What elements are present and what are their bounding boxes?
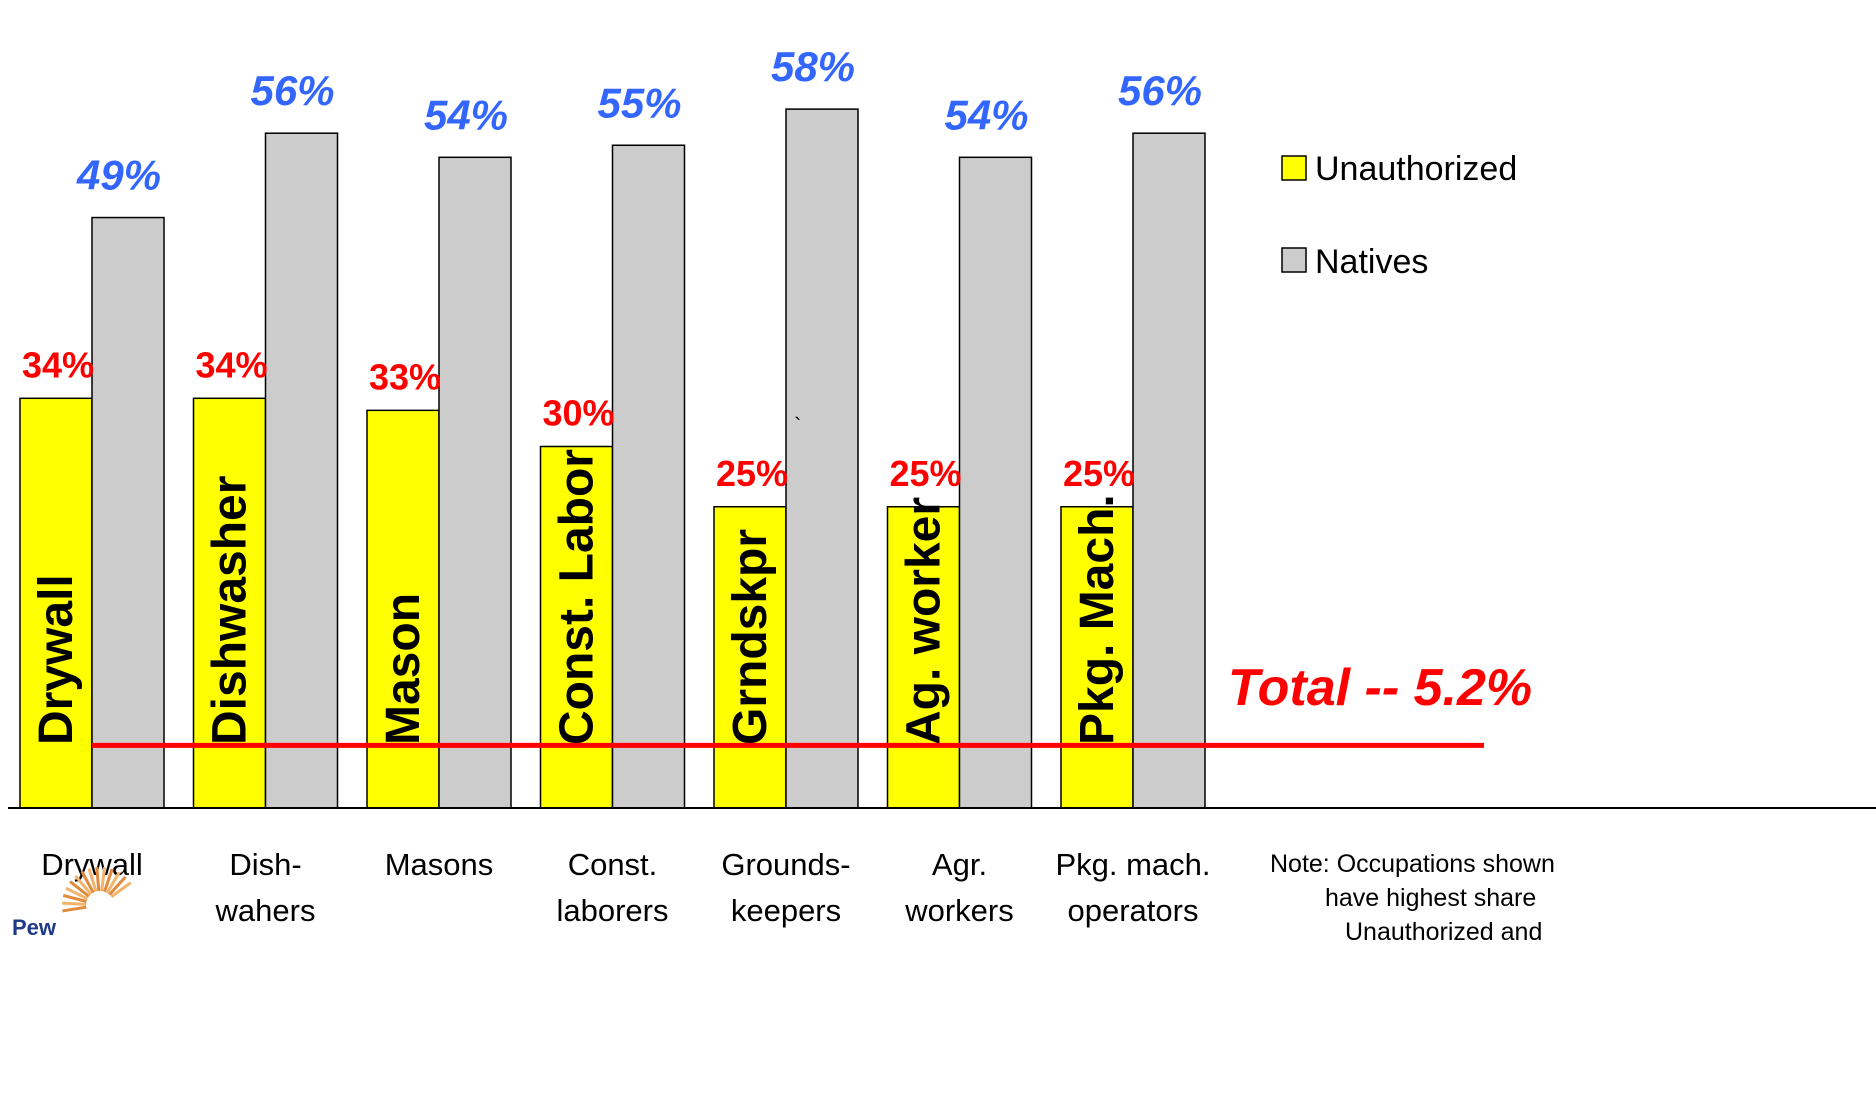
note-text: have highest share <box>1325 884 1536 912</box>
bar-natives <box>1132 132 1206 809</box>
category-label: wahers <box>215 893 316 928</box>
legend-label-natives: Natives <box>1315 243 1428 281</box>
category-label: Agr. <box>932 847 987 882</box>
logo-ray <box>62 905 87 913</box>
natives-value-label: 58% <box>771 43 855 90</box>
natives-value-label: 54% <box>424 91 508 138</box>
note-text: Unauthorized and <box>1345 918 1542 946</box>
bar-natives <box>785 108 859 809</box>
logo-ray <box>103 868 114 893</box>
natives-value-label: 49% <box>76 152 161 199</box>
legend-swatch-natives <box>1281 247 1307 273</box>
natives-value-label: 56% <box>1118 67 1202 114</box>
logo-ray <box>108 875 127 896</box>
unauthorized-value-label: 30% <box>542 393 614 434</box>
logo-ray <box>80 870 95 894</box>
logo-ray <box>87 868 98 893</box>
bar-inner-label: Pkg. Mach. <box>1071 494 1124 745</box>
category-label: operators <box>1068 893 1199 928</box>
category-label: keepers <box>731 893 841 928</box>
bar-natives <box>91 216 165 809</box>
logo-ray <box>65 886 89 901</box>
bar-inner-label: Mason <box>377 593 430 745</box>
logo-ray <box>95 867 101 892</box>
bar-unauthorized <box>366 409 440 809</box>
bar-unauthorized <box>19 397 93 809</box>
category-label: Dish- <box>229 847 301 882</box>
unauthorized-value-label: 34% <box>195 344 267 385</box>
category-label: Pkg. mach. <box>1055 847 1210 882</box>
bar-inner-label: Ag. worker <box>898 497 951 745</box>
bar-inner-label: Const. Labor <box>551 449 604 745</box>
bar-inner-label: Drywall <box>30 574 83 745</box>
legend-swatch-unauthorized <box>1281 155 1307 181</box>
natives-value-label: 56% <box>250 67 334 114</box>
unauthorized-value-label: 25% <box>889 453 961 494</box>
logo-ray <box>61 901 87 906</box>
unauthorized-value-label: 25% <box>716 453 788 494</box>
bar-natives <box>958 156 1033 809</box>
bar-natives <box>438 156 512 809</box>
logo-ray <box>105 871 121 894</box>
category-label: Const. <box>568 847 658 882</box>
bar-inner-label: Grndskpr <box>724 529 777 745</box>
unauthorized-value-label: 33% <box>369 356 441 397</box>
bar-unauthorized <box>1060 506 1134 809</box>
logo-ray <box>62 894 87 903</box>
category-label: workers <box>904 893 1014 928</box>
unauthorized-value-label: 25% <box>1063 453 1135 494</box>
logo-ray <box>110 881 132 898</box>
category-label: laborers <box>557 893 669 928</box>
logo-ray <box>74 874 93 896</box>
note-text: Note: Occupations shown <box>1270 850 1555 878</box>
reference-line-label: Total -- 5.2% <box>1228 659 1532 717</box>
category-label: Grounds- <box>721 847 850 882</box>
bar-inner-label: Dishwasher <box>204 476 257 745</box>
unauthorized-value-label: 34% <box>22 344 94 385</box>
stray-mark: ` <box>794 413 801 438</box>
natives-value-label: 55% <box>597 79 681 126</box>
bar-natives <box>611 144 686 809</box>
category-label: Masons <box>385 847 494 882</box>
logo-ray <box>69 880 90 898</box>
logo-text: Pew <box>12 915 57 940</box>
legend-label-unauthorized: Unauthorized <box>1315 150 1517 188</box>
logo-ray <box>100 867 107 892</box>
bar-natives <box>264 132 339 809</box>
bar-unauthorized <box>192 397 267 809</box>
natives-value-label: 54% <box>944 91 1028 138</box>
